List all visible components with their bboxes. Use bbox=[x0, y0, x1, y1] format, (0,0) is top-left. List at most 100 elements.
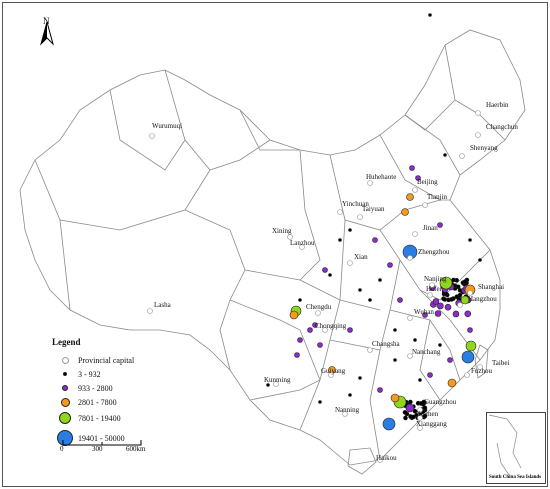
provincial-capital-marker bbox=[337, 209, 343, 215]
data-point bbox=[447, 378, 457, 388]
north-arrow-icon bbox=[40, 22, 54, 46]
data-point bbox=[411, 414, 416, 420]
legend-label: 19401 - 50000 bbox=[78, 433, 125, 443]
provincial-capital-marker bbox=[407, 315, 413, 321]
city-label: Taiyuan bbox=[362, 205, 385, 213]
provincial-capital-marker bbox=[477, 364, 483, 370]
data-point bbox=[437, 302, 444, 310]
provincial-capital-marker bbox=[467, 290, 473, 296]
data-point bbox=[372, 237, 378, 243]
data-point bbox=[432, 298, 440, 305]
legend-label: Provincial capital bbox=[78, 355, 135, 365]
data-point bbox=[438, 343, 442, 347]
city-label: Changsha bbox=[372, 340, 401, 348]
city-label: Chongqing bbox=[315, 322, 347, 330]
data-point bbox=[347, 327, 353, 333]
data-point bbox=[317, 342, 323, 348]
data-point bbox=[467, 327, 473, 333]
provincial-capital-icon bbox=[61, 356, 69, 364]
data-point bbox=[378, 278, 382, 282]
provincial-capital-marker bbox=[464, 372, 470, 378]
data-point bbox=[358, 376, 362, 380]
data-point bbox=[402, 410, 408, 415]
provincial-capital-marker bbox=[377, 457, 383, 463]
legend-item-provincial-capital: Provincial capital bbox=[52, 353, 202, 367]
purple-dot-icon bbox=[62, 385, 68, 391]
provincial-capital-marker bbox=[412, 231, 418, 237]
city-label: Wurumuqi bbox=[152, 122, 182, 130]
inset-label: South China Sea Islands bbox=[489, 475, 542, 480]
data-point bbox=[401, 208, 409, 216]
provincial-capital-marker bbox=[322, 327, 328, 333]
data-point bbox=[289, 310, 299, 320]
city-label: Wuhan bbox=[414, 308, 434, 316]
provincial-capital-marker bbox=[328, 372, 334, 378]
data-point bbox=[297, 337, 303, 343]
data-point bbox=[298, 298, 302, 302]
provincial-capital-marker bbox=[417, 415, 423, 421]
provincial-capital-marker bbox=[407, 255, 413, 261]
city-label: Guiyang bbox=[321, 367, 346, 375]
data-point bbox=[266, 383, 270, 387]
data-point bbox=[412, 408, 418, 414]
provincial-capital-marker bbox=[417, 407, 423, 413]
provincial-capital-marker bbox=[347, 260, 353, 266]
city-label: Yinchuan bbox=[342, 200, 369, 208]
provincial-capital-marker bbox=[357, 214, 363, 220]
city-label: Jinan bbox=[423, 224, 438, 232]
taiwan-island bbox=[474, 344, 489, 379]
provincial-capital-marker bbox=[367, 180, 373, 186]
city-label: Kunming bbox=[264, 376, 291, 384]
legend-item-933-2800: 933 - 2800 bbox=[52, 381, 202, 395]
data-point bbox=[422, 405, 428, 411]
data-point bbox=[377, 387, 383, 393]
data-point bbox=[418, 378, 422, 382]
capital-markers: Haerbin Changchun Shenyang Wurumuqi Huhehaot… bbox=[147, 101, 518, 463]
black-dot-icon bbox=[63, 372, 67, 376]
city-label: Haikou bbox=[376, 454, 397, 462]
data-point bbox=[444, 303, 452, 311]
data-point bbox=[405, 403, 415, 413]
data-point bbox=[393, 358, 397, 362]
legend-label: 3 - 932 bbox=[78, 369, 101, 379]
legend-title: Legend bbox=[52, 337, 81, 347]
data-point bbox=[397, 297, 403, 303]
data-point bbox=[387, 262, 393, 268]
data-point bbox=[413, 338, 417, 342]
north-label: N bbox=[43, 16, 50, 26]
data-point bbox=[455, 284, 461, 290]
provincial-capital-marker bbox=[427, 292, 433, 298]
city-label: Huhehaote bbox=[366, 173, 396, 181]
provincial-capital-marker bbox=[147, 308, 153, 314]
provincial-capital-marker bbox=[429, 282, 435, 288]
data-point bbox=[422, 413, 428, 419]
data-point bbox=[437, 222, 443, 228]
data-point bbox=[307, 327, 313, 333]
data-point bbox=[428, 13, 432, 17]
city-label: Haerbin bbox=[486, 101, 509, 109]
data-point bbox=[468, 238, 472, 242]
province-boundaries bbox=[19, 29, 526, 466]
data-point bbox=[421, 399, 427, 405]
scale-tick-0: 0 bbox=[60, 445, 64, 453]
data-point bbox=[382, 417, 396, 431]
data-point bbox=[393, 328, 397, 332]
provincial-capital-marker bbox=[287, 234, 293, 240]
data-point bbox=[348, 393, 352, 397]
data-point bbox=[465, 340, 477, 352]
provincial-capital-marker bbox=[273, 381, 279, 387]
data-point bbox=[460, 295, 470, 305]
data-point bbox=[403, 415, 408, 421]
provincial-capital-marker bbox=[315, 310, 321, 316]
data-point bbox=[442, 297, 448, 302]
data-point bbox=[318, 400, 322, 404]
scale-bar bbox=[62, 440, 142, 446]
provincial-capital-marker bbox=[457, 302, 463, 308]
data-point bbox=[434, 310, 442, 317]
data-point bbox=[462, 279, 468, 284]
provincial-capital-marker bbox=[342, 411, 348, 417]
city-label: Nanning bbox=[335, 406, 360, 414]
hainan-island bbox=[347, 447, 377, 475]
provincial-capital-marker bbox=[417, 425, 423, 431]
